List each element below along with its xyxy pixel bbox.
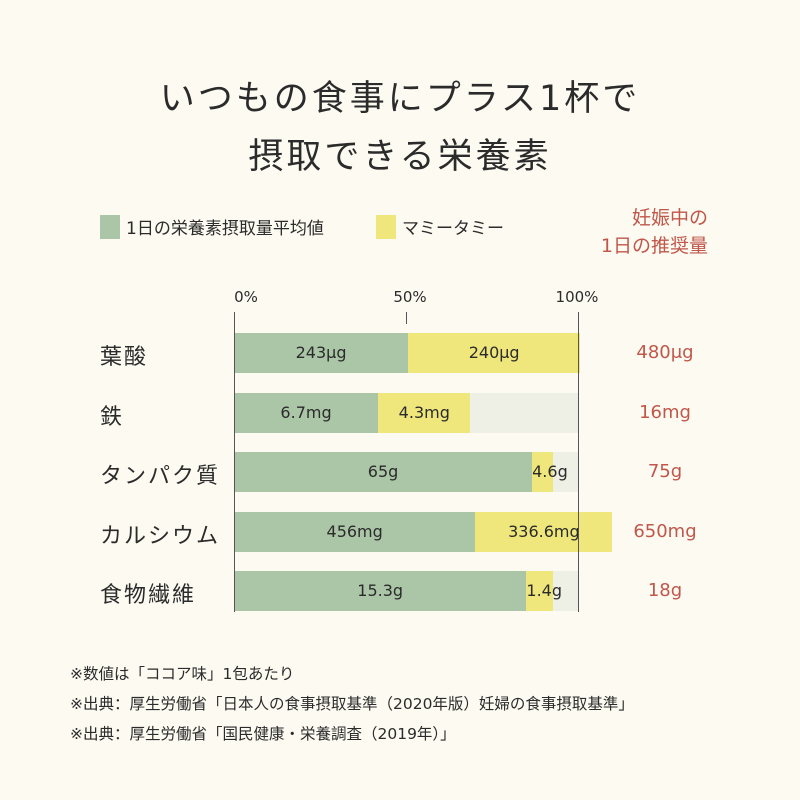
bar-series1 [234,333,409,373]
bar-series1 [234,511,476,552]
legend-swatch-yellow [376,214,396,239]
category-label: 葉酸 [100,345,149,370]
bar-series2 [378,392,471,433]
bar-series2 [475,511,613,552]
category-label: 食物繊維 [100,583,197,608]
legend-item-series1: 1日の栄養素摂取量平均値 [100,214,324,239]
bar-series1 [234,571,527,611]
bar-label-series2: 240μg [468,343,520,362]
legend-swatch-green [100,214,120,239]
legend-label: 1日の栄養素摂取量平均値 [126,219,324,239]
recommended-value: 650mg [633,520,697,542]
chart-title-line-2: 摂取できる栄養素 [248,137,552,177]
recommended-header-line: 1日の推奨量 [600,235,708,257]
axis-0-line [234,312,235,612]
bar-series2 [532,452,554,492]
x-tick-label: 0% [234,288,258,306]
recommended-value: 75g [647,461,683,482]
x-tick-label: 100% [555,288,599,306]
recommended-value: 480μg [636,342,694,363]
category-label: タンパク質 [100,464,221,489]
bar-label-series1: 65g [367,462,399,481]
bar-label-series2: 4.3mg [398,402,450,422]
axis-50-tick [406,312,407,324]
footnote: ※出典：厚生労働省「日本人の食事摂取基準（2020年版）妊婦の食事摂取基準」 [70,695,634,713]
bar-series1 [234,452,533,492]
recommended-header: 妊娠中の 1日の推奨量 [601,204,708,260]
category-label: カルシウム [100,523,221,549]
axis-100-line [578,312,579,612]
legend-label: マミータミー [402,219,504,239]
bar-label-series2: 4.6g [532,462,568,481]
bar-label-series1: 243μg [295,343,347,362]
legend-item-series2: マミータミー [376,214,504,239]
bar-label-series2: 1.4g [526,581,562,600]
recommended-value: 18g [647,580,683,601]
bar-label-series1: 6.7mg [280,402,332,422]
x-tick-label: 50% [393,288,427,306]
category-label: 鉄 [100,404,125,430]
chart-title-line-1: いつもの食事にプラス1杯で [159,79,641,119]
bar-label-series2: 336.6mg [508,521,580,541]
bar-label-series1: 15.3g [357,581,404,600]
bar-label-series1: 456mg [326,521,383,541]
bar-series1 [234,392,379,433]
footnote: ※数値は「ココア味」1包あたり [70,665,295,683]
footnote: ※出典：厚生労働省「国民健康・栄養調査（2019年）」 [70,725,456,743]
recommended-value: 16mg [639,401,691,423]
recommended-header-line: 妊娠中の [631,207,708,229]
bar-series2 [408,333,581,373]
bar-series2 [526,571,554,611]
